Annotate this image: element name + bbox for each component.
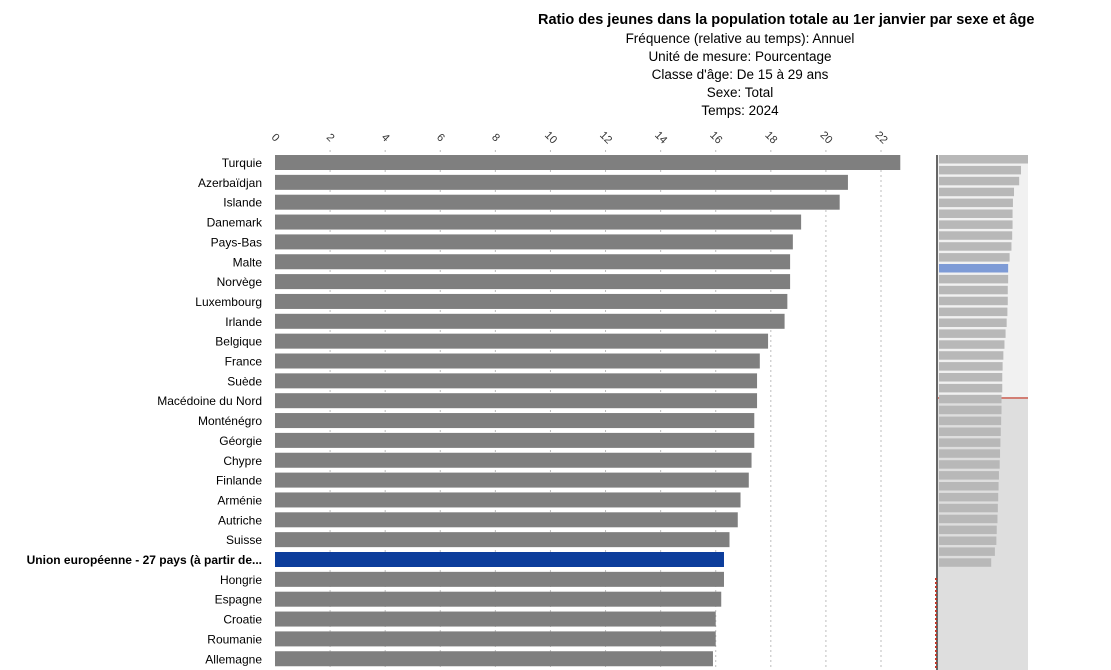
bar[interactable]	[275, 492, 741, 508]
bar[interactable]	[275, 254, 791, 270]
meta-sex: Sexe: Total	[706, 85, 774, 100]
minimap-bar	[939, 394, 1002, 404]
minimap-bar	[939, 198, 1013, 208]
category-label: Islande	[223, 196, 262, 210]
minimap-bar	[939, 296, 1008, 306]
category-label: Belgique	[215, 335, 262, 349]
minimap-bar	[939, 525, 997, 535]
minimap-bar	[939, 285, 1008, 295]
minimap-bar	[939, 220, 1013, 229]
category-label: Union européenne - 27 pays (à partir de.…	[27, 553, 262, 567]
minimap-bar	[939, 558, 992, 567]
minimap-bar	[939, 492, 999, 502]
minimap-bar	[939, 405, 1002, 415]
minimap-bar	[939, 176, 1020, 186]
category-label: Norvège	[217, 275, 263, 289]
minimap-bar	[939, 482, 999, 491]
minimap-bar	[939, 427, 1001, 436]
bar[interactable]	[275, 571, 724, 587]
bar[interactable]	[275, 452, 752, 468]
minimap-bar	[939, 449, 1001, 458]
category-label: Chypre	[223, 454, 262, 468]
category-label: Autriche	[218, 513, 262, 527]
minimap-bar	[939, 503, 998, 513]
bar[interactable]	[275, 353, 760, 369]
category-label: Luxembourg	[195, 295, 262, 309]
bar[interactable]	[275, 591, 722, 607]
category-label: France	[225, 355, 263, 369]
minimap-bar	[939, 253, 1010, 262]
bar[interactable]	[275, 293, 788, 309]
minimap-bar	[939, 155, 1028, 164]
bar[interactable]	[275, 512, 738, 528]
minimap-bar	[939, 351, 1004, 360]
bar-highlight[interactable]	[275, 552, 724, 567]
bar[interactable]	[275, 274, 791, 290]
minimap-bar	[939, 318, 1007, 327]
minimap-bar	[939, 471, 999, 480]
minimap-bar	[939, 416, 1002, 426]
category-label: Monténégro	[198, 414, 262, 428]
bar[interactable]	[275, 333, 769, 349]
minimap-bar	[939, 242, 1012, 251]
bar[interactable]	[275, 532, 730, 548]
bar[interactable]	[275, 413, 755, 429]
bar[interactable]	[275, 194, 840, 210]
category-label: Croatie	[223, 613, 262, 627]
meta-frequency: Fréquence (relative au temps): Annuel	[625, 31, 855, 46]
category-label: Finlande	[216, 474, 262, 488]
meta-unit: Unité de mesure: Pourcentage	[648, 49, 832, 64]
category-label: Pays-Bas	[211, 235, 262, 249]
category-label: Azerbaïdjan	[198, 176, 262, 190]
minimap-bar	[939, 329, 1006, 338]
bar[interactable]	[275, 472, 749, 488]
category-label: Macédoine du Nord	[157, 394, 262, 408]
minimap-bar	[939, 209, 1013, 218]
bar[interactable]	[275, 174, 848, 190]
bar[interactable]	[275, 651, 713, 667]
minimap-bar	[939, 274, 1009, 284]
chart-header: Ratio des jeunes dans la population tota…	[0, 0, 1111, 120]
category-label: Malte	[233, 255, 263, 269]
category-label: Roumanie	[207, 632, 262, 646]
minimap-bar	[939, 231, 1013, 240]
minimap-bar	[939, 373, 1003, 382]
category-label: Espagne	[215, 593, 263, 607]
minimap-bar	[939, 536, 997, 545]
category-label: Irlande	[225, 315, 262, 329]
bar[interactable]	[275, 214, 802, 230]
minimap-bar	[939, 362, 1003, 371]
category-label: Géorgie	[219, 434, 262, 448]
category-label: Danemark	[207, 216, 263, 230]
minimap-bar	[939, 307, 1008, 317]
bar[interactable]	[275, 155, 901, 170]
category-label: Arménie	[217, 493, 262, 507]
meta-age-class: Classe d'âge: De 15 à 29 ans	[651, 67, 829, 82]
category-label: Suède	[227, 374, 262, 388]
bar-chart: 0 2 4 6 8 10 12 14 16 18 20 22TurquieAzerbaïdjanIsl…	[27, 129, 901, 670]
bar[interactable]	[275, 432, 755, 448]
chart-title: Ratio des jeunes dans la population tota…	[538, 12, 1035, 28]
bar[interactable]	[275, 393, 758, 409]
bar[interactable]	[275, 611, 716, 627]
bar[interactable]	[275, 373, 758, 389]
minimap-bar	[939, 165, 1022, 175]
category-label: Turquie	[222, 156, 263, 170]
category-label: Suisse	[226, 533, 262, 547]
minimap-bar	[939, 438, 1001, 447]
bar[interactable]	[275, 631, 716, 647]
minimap-bar	[939, 460, 1000, 469]
category-label: Hongrie	[220, 573, 262, 587]
bar[interactable]	[275, 234, 793, 250]
minimap-bar	[939, 514, 998, 524]
minimap-bar	[939, 340, 1005, 349]
minimap-bar	[939, 383, 1003, 393]
minimap-bar	[939, 547, 995, 556]
meta-time: Temps: 2024	[701, 103, 779, 118]
minimap-bar-highlight	[939, 264, 1009, 273]
minimap-bar	[939, 187, 1015, 197]
category-label: Allemagne	[205, 652, 262, 666]
bar[interactable]	[275, 313, 785, 329]
